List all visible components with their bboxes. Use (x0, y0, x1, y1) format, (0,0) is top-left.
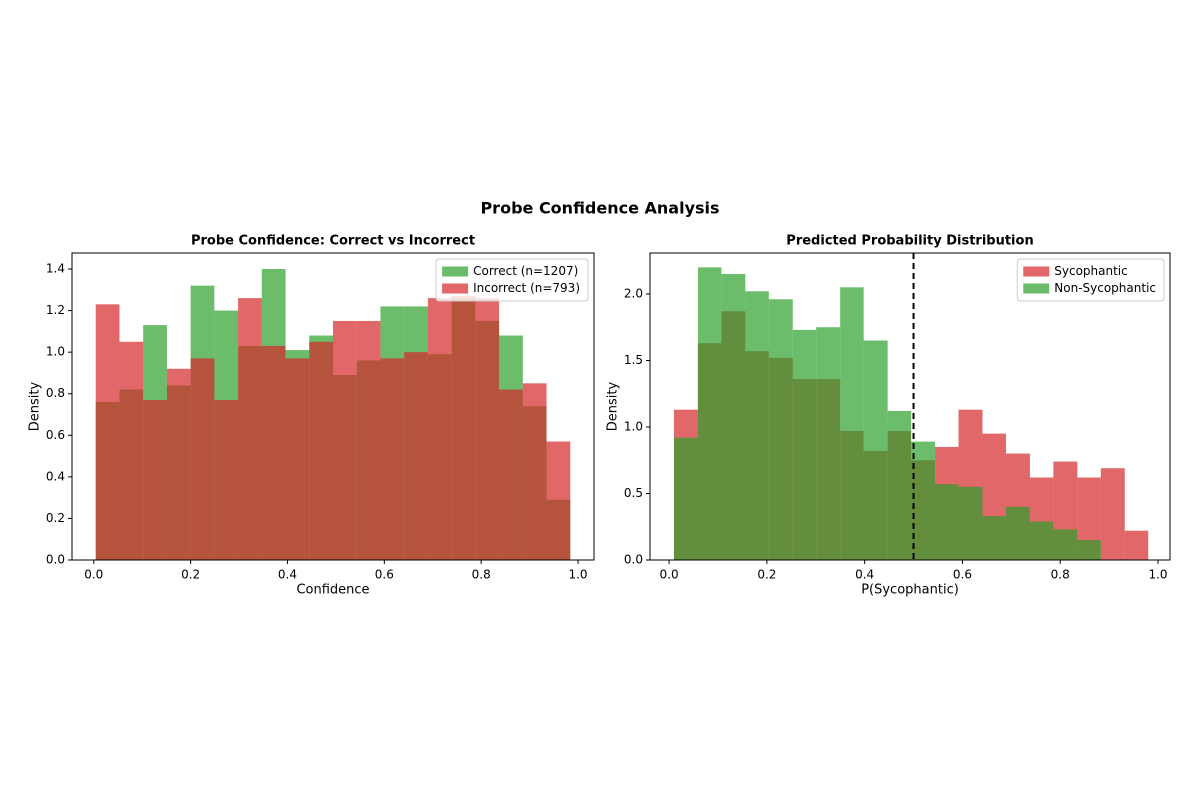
histogram-bar (1053, 529, 1078, 560)
legend-label: Sycophantic (1054, 264, 1127, 278)
legend-swatch (442, 283, 469, 294)
y-axis-label: Density (606, 381, 621, 431)
histogram-bar (1124, 530, 1149, 560)
histogram-bar (356, 320, 381, 560)
histogram-bar (380, 358, 405, 560)
histogram-bar (499, 389, 523, 560)
histogram-bar (238, 298, 262, 560)
histogram-bar (1077, 540, 1101, 560)
histogram-bar (143, 399, 167, 560)
histogram-bar (1005, 506, 1030, 560)
legend-frame (1016, 258, 1165, 302)
y-tick-label: 0.2 (46, 511, 65, 525)
histogram-bar (451, 296, 476, 560)
legend: Sycophantic Non-Sycophantic (1016, 258, 1165, 302)
x-tick-label: 0.8 (1051, 568, 1070, 582)
x-tick-label: 0.4 (855, 568, 874, 582)
legend-swatch (442, 266, 469, 277)
histogram-bar (546, 441, 571, 560)
x-tick-label: 1.0 (1148, 568, 1167, 582)
y-tick-label: 1.0 (46, 345, 65, 359)
legend: Correct (n=1207) Incorrect (n=793) (435, 258, 589, 302)
histogram-bar (792, 329, 817, 560)
x-axis-label: Confidence (296, 583, 369, 598)
y-tick-label: 1.0 (624, 419, 643, 433)
histogram-bar (982, 516, 1006, 560)
x-axis-label: P(Sycophantic) (861, 583, 959, 598)
histogram-bar (475, 298, 500, 560)
histogram-bar (768, 299, 793, 560)
legend-label: Incorrect (n=793) (473, 281, 580, 295)
histogram-bar (427, 298, 452, 560)
axes-title: Predicted Probability Distribution (786, 234, 1033, 249)
legend-frame (435, 258, 589, 302)
histogram-bar (333, 320, 357, 560)
y-tick-label: 1.2 (46, 303, 65, 317)
histogram-bar (721, 274, 746, 560)
histogram-bar (1029, 521, 1054, 560)
histogram-bar (863, 340, 888, 560)
histogram-bar (214, 399, 239, 560)
y-tick-label: 1.5 (624, 353, 643, 367)
histogram-bar (119, 341, 144, 560)
x-tick-label: 0.6 (375, 568, 394, 582)
x-tick-label: 0.8 (472, 568, 491, 582)
legend-swatch (1023, 266, 1050, 277)
histogram-bar (911, 441, 936, 560)
y-tick-label: 0.6 (46, 428, 65, 442)
axes-title: Probe Confidence: Correct vs Incorrect (191, 234, 475, 249)
y-tick-label: 0.0 (624, 553, 643, 567)
x-tick-label: 0.0 (84, 568, 103, 582)
histogram-bar (816, 327, 841, 560)
legend-label: Non-Sycophantic (1054, 281, 1156, 295)
legend-swatch (1023, 283, 1050, 294)
x-tick-label: 0.2 (757, 568, 776, 582)
histogram-bar (166, 368, 191, 560)
histogram-bar (190, 358, 215, 560)
histogram-bar (673, 437, 698, 560)
histogram-bar (285, 358, 310, 560)
axes-frame (71, 252, 595, 561)
histogram-bar (745, 291, 769, 560)
y-tick-label: 0.4 (46, 469, 65, 483)
figure-title: Probe Confidence Analysis (480, 199, 719, 218)
y-axis-label: Density (28, 381, 43, 431)
histogram-bar (1100, 468, 1125, 560)
y-tick-label: 0.5 (624, 486, 643, 500)
histogram-bar (95, 304, 120, 560)
y-tick-label: 0.8 (46, 386, 65, 400)
histogram-bar (697, 267, 722, 560)
x-tick-label: 0.4 (278, 568, 297, 582)
x-tick-label: 0.2 (181, 568, 200, 582)
axes-frame (649, 252, 1171, 561)
histogram-bar (840, 287, 864, 560)
histogram-bar (309, 341, 333, 560)
x-tick-label: 0.6 (953, 568, 972, 582)
histogram-bar (1077, 477, 1101, 560)
histogram-bar (958, 486, 983, 560)
legend-label: Correct (n=1207) (473, 264, 578, 278)
x-tick-label: 1.0 (568, 568, 587, 582)
histogram-bar (261, 345, 286, 560)
y-tick-label: 2.0 (624, 286, 643, 300)
y-tick-label: 0.0 (46, 553, 65, 567)
histogram-bar (404, 352, 428, 560)
y-tick-label: 1.4 (46, 262, 65, 276)
histogram-bar (935, 484, 959, 560)
histogram-bar (887, 411, 912, 560)
x-tick-label: 0.0 (660, 568, 679, 582)
histogram-bar (522, 383, 547, 560)
